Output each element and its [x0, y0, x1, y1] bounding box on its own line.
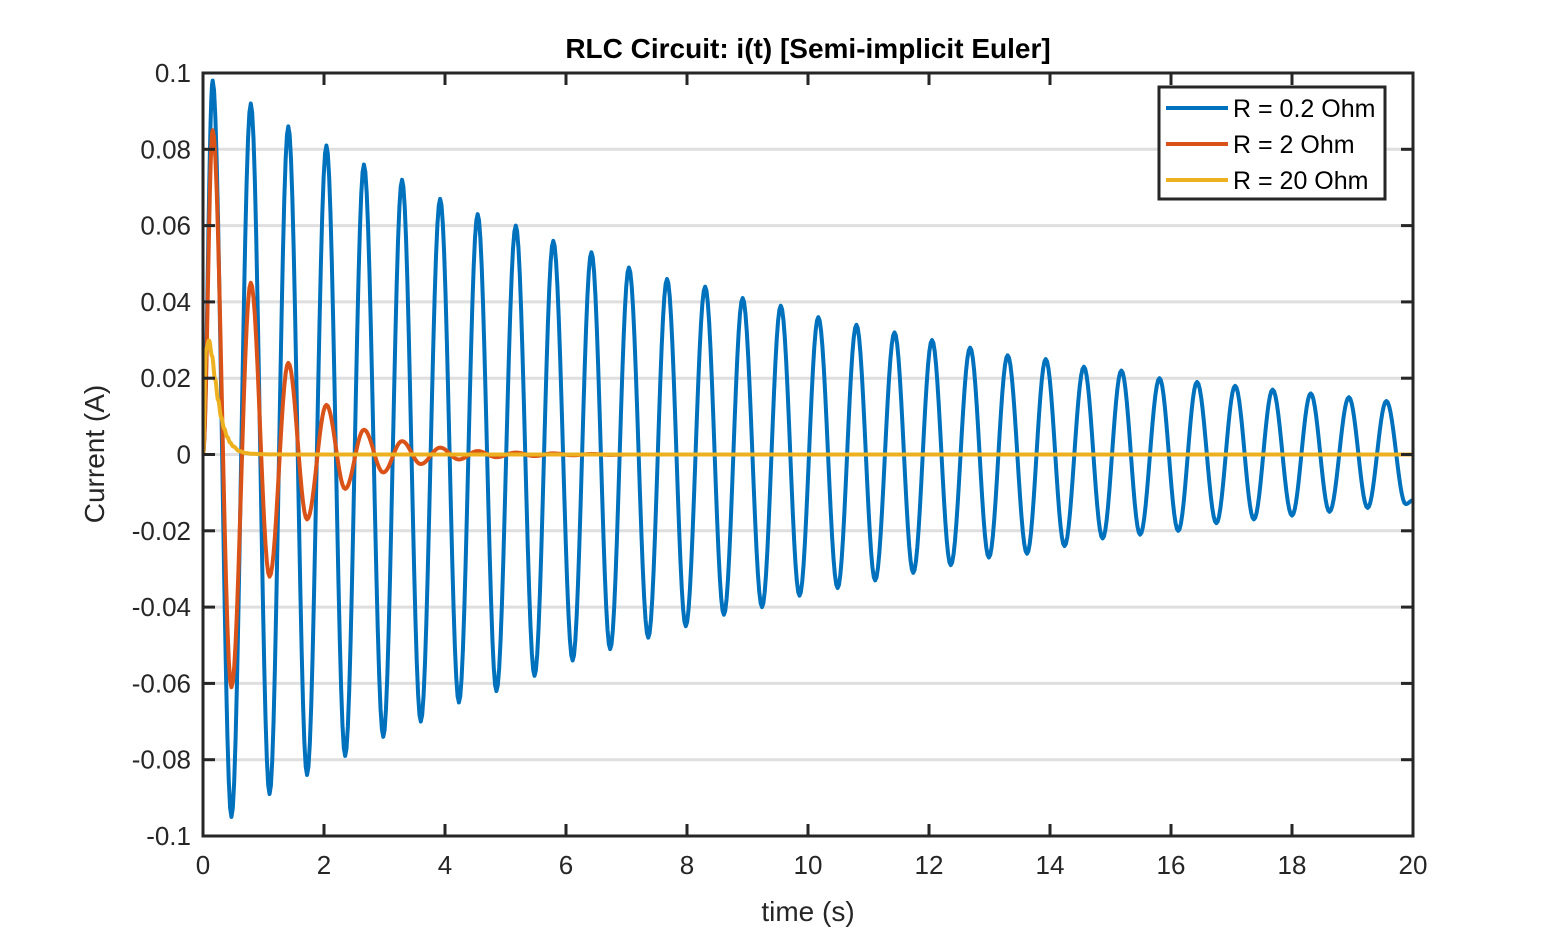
- x-tick-label: 14: [1036, 850, 1065, 880]
- x-tick-label: 12: [915, 850, 944, 880]
- y-tick-label: 0.1: [155, 58, 191, 88]
- y-tick-label: 0: [177, 440, 191, 470]
- y-tick-label: -0.06: [132, 668, 191, 698]
- y-tick-label: -0.08: [132, 745, 191, 775]
- x-tick-label: 6: [559, 850, 573, 880]
- y-tick-label: 0.06: [140, 211, 191, 241]
- x-tick-label: 16: [1157, 850, 1186, 880]
- legend-label-1: R = 2 Ohm: [1233, 131, 1355, 159]
- series-group: [203, 78, 1413, 819]
- y-tick-label: -0.02: [132, 516, 191, 546]
- x-tick-label: 10: [794, 850, 823, 880]
- axis-ticks: [201, 71, 1415, 838]
- y-tick-label: 0.04: [140, 287, 191, 317]
- y-tick-label: -0.1: [146, 821, 191, 851]
- legend-label-0: R = 0.2 Ohm: [1233, 95, 1375, 123]
- series-line-2: [203, 338, 1413, 457]
- x-axis-label: time (s): [761, 896, 854, 927]
- x-tick-label: 2: [317, 850, 331, 880]
- x-tick-label: 20: [1399, 850, 1428, 880]
- y-tick-labels: -0.1 -0.08 -0.06 -0.04 -0.02 0 0.02 0.04 0.06 0.0…: [132, 58, 191, 851]
- x-tick-label: 4: [438, 850, 452, 880]
- y-tick-label: 0.08: [140, 134, 191, 164]
- y-axis-label: Current (A): [79, 385, 110, 523]
- y-tick-label: 0.02: [140, 363, 191, 393]
- legend: R = 0.2 Ohm R = 2 Ohm R = 20 Ohm: [1157, 85, 1387, 201]
- x-tick-label: 18: [1278, 850, 1307, 880]
- x-tick-label: 0: [196, 850, 210, 880]
- x-tick-label: 8: [680, 850, 694, 880]
- chart-title: RLC Circuit: i(t) [Semi-implicit Euler]: [565, 33, 1050, 64]
- y-tick-label: -0.04: [132, 592, 191, 622]
- x-tick-labels: 0 2 4 6 8 10 12 14 16 18 20: [196, 850, 1428, 880]
- legend-label-2: R = 20 Ohm: [1233, 167, 1368, 195]
